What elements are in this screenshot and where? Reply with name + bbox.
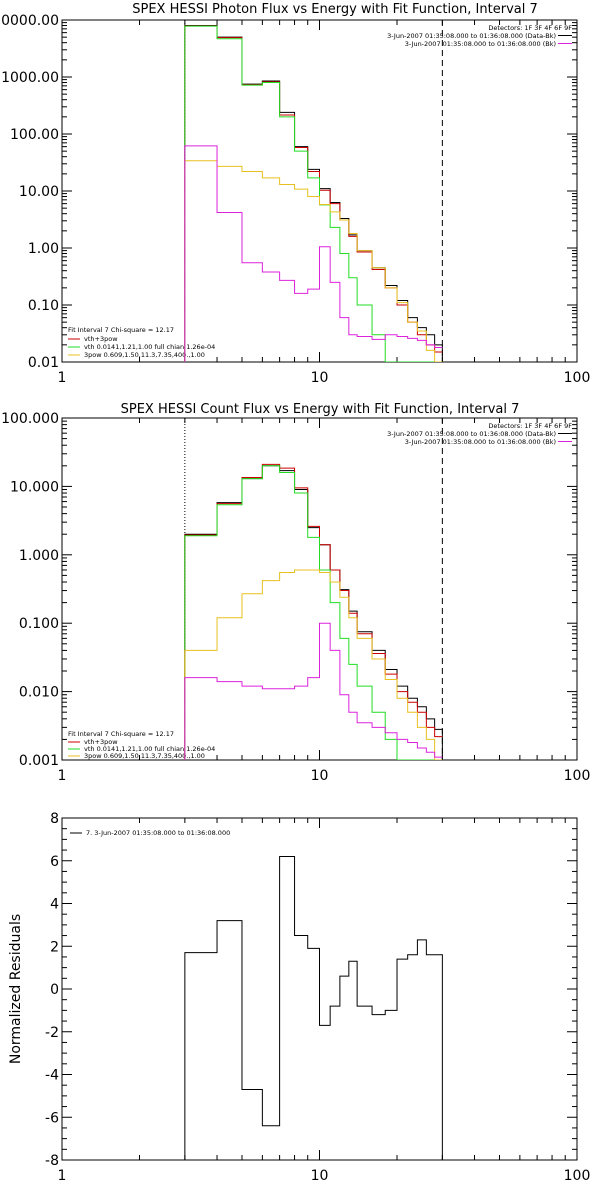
- y-tick-label: -2: [45, 1025, 59, 1041]
- y-tick-label: 10000.00: [0, 13, 59, 29]
- legend-title: Fit Interval 7 Chi-square = 12.17: [68, 730, 174, 738]
- series-power-line: [184, 569, 443, 760]
- x-tick-label: 1: [58, 370, 67, 386]
- x-tick-label: 1: [58, 1168, 67, 1184]
- header-block: Detectors: 1F 3F 4F 6F 9F 3-Jun-2007 01:…: [387, 24, 572, 48]
- count-flux-title: SPEX HESSI Count Flux vs Energy with Fit…: [121, 402, 520, 417]
- y-axis-label: Normalized Residuals: [8, 914, 24, 1064]
- series-fit-line: [184, 25, 443, 362]
- x-tick-label: 10: [311, 1168, 329, 1184]
- y-tick-label: -8: [45, 1153, 59, 1169]
- y-tick-label: 0.010: [19, 685, 59, 701]
- legend: Fit Interval 7 Chi-square = 12.17 vth+3p…: [68, 326, 215, 359]
- series-fit-line: [184, 463, 443, 760]
- series-total-line: [184, 25, 443, 362]
- photon-flux-title: SPEX HESSI Photon Flux vs Energy with Fi…: [132, 2, 538, 17]
- bk-line: 3-Jun-2007 01:35:08.000 to 01:36:08.000 …: [405, 438, 556, 446]
- x-tick-label: 1: [58, 768, 67, 784]
- header-block: Detectors: 1F 3F 4F 6F 9F 3-Jun-2007 01:…: [387, 422, 572, 446]
- plot-frame: [61, 417, 578, 761]
- detectors-line: Detectors: 1F 3F 4F 6F 9F: [488, 24, 572, 32]
- y-tick-label: -6: [45, 1110, 59, 1126]
- y-tick-label: 0: [50, 982, 59, 998]
- y-tick-label: 6: [50, 854, 59, 870]
- y-tick-label: 8: [50, 811, 59, 827]
- series-bpow-line: [184, 622, 443, 760]
- y-tick-label: 100.000: [1, 411, 59, 427]
- y-tick-label: 0.01: [28, 355, 59, 371]
- x-tick-label: 100: [564, 1168, 591, 1184]
- y-tick-label: 100.00: [10, 127, 59, 143]
- y-tick-label: 0.100: [19, 616, 59, 632]
- series-bpow-line: [184, 145, 443, 362]
- x-tick-label: 10: [311, 370, 329, 386]
- series-vth-line: [184, 25, 443, 362]
- series-vth-line: [184, 465, 443, 760]
- legend-title: Fit Interval 7 Chi-square = 12.17: [68, 326, 174, 334]
- data-bk-line: 3-Jun-2007 01:35:08.000 to 01:36:08.000 …: [387, 430, 556, 438]
- legend: Fit Interval 7 Chi-square = 12.17 vth+3p…: [68, 730, 215, 760]
- legend-entry-residuals: 7. 3-Jun-2007 01:35:08.000 to 01:36:08.0…: [86, 829, 230, 837]
- residuals-panel: Normalized Residuals 7. 3-Jun-2007 01:35…: [8, 811, 590, 1184]
- legend-entry-fit: vth+3pow: [84, 738, 118, 746]
- legend-entry-power: 3pow 0.609,1.50,11.3,7.35,400.,1.00: [84, 351, 205, 359]
- y-tick-label: 4: [50, 897, 59, 913]
- x-tick-label: 10: [311, 768, 329, 784]
- series-power-line: [184, 160, 443, 362]
- legend: 7. 3-Jun-2007 01:35:08.000 to 01:36:08.0…: [70, 829, 230, 837]
- x-tick-label: 100: [564, 768, 591, 784]
- y-tick-label: -4: [45, 1068, 59, 1084]
- bk-line: 3-Jun-2007 01:35:08.000 to 01:36:08.000 …: [405, 40, 556, 48]
- count-flux-panel: SPEX HESSI Count Flux vs Energy with Fit…: [1, 402, 590, 784]
- y-tick-label: 0.001: [19, 753, 59, 769]
- detectors-line: Detectors: 1F 3F 4F 6F 9F: [488, 422, 572, 430]
- series-total-line: [184, 465, 443, 760]
- series-total-line: [184, 855, 443, 1160]
- legend-entry-power: 3pow 0.609,1.50,11.3,7.35,400.,1.00: [84, 752, 205, 760]
- y-tick-label: 1.00: [28, 241, 59, 257]
- legend-entry-vth: vth 0.0141,1.21,1.00 full chian 1.26e-04: [84, 745, 215, 753]
- photon-flux-panel: SPEX HESSI Photon Flux vs Energy with Fi…: [0, 2, 590, 386]
- x-tick-label: 100: [564, 370, 591, 386]
- legend-entry-vth: vth 0.0141,1.21,1.00 full chian 1.26e-04: [84, 343, 215, 351]
- data-bk-line: 3-Jun-2007 01:35:08.000 to 01:36:08.000 …: [387, 32, 556, 40]
- y-tick-label: 1000.00: [1, 70, 59, 86]
- y-tick-label: 10.000: [10, 479, 59, 495]
- y-tick-label: 1.000: [19, 548, 59, 564]
- y-tick-label: 0.10: [28, 298, 59, 314]
- y-tick-label: 10.00: [19, 184, 59, 200]
- legend-entry-fit: vth+3pow: [84, 335, 118, 343]
- y-tick-label: 2: [50, 939, 59, 955]
